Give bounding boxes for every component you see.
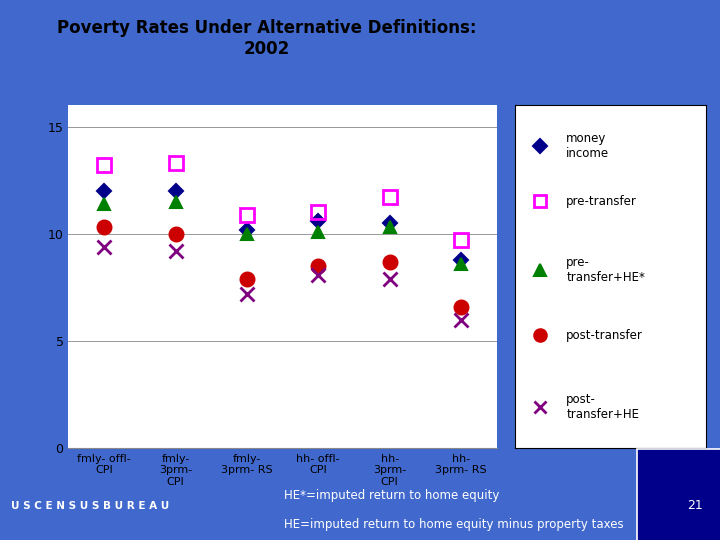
Text: post-
transfer+HE: post- transfer+HE — [567, 393, 639, 421]
Text: money
income: money income — [567, 132, 609, 160]
Text: 2002: 2002 — [243, 40, 289, 58]
Text: 21: 21 — [687, 500, 703, 512]
Text: Poverty Rates Under Alternative Definitions:: Poverty Rates Under Alternative Definiti… — [57, 19, 476, 37]
Text: U S C E N S U S B U R E A U: U S C E N S U S B U R E A U — [11, 501, 169, 511]
Text: post-transfer: post-transfer — [567, 328, 643, 341]
Text: pre-
transfer+HE*: pre- transfer+HE* — [567, 256, 645, 284]
Text: HE=imputed return to home equity minus property taxes: HE=imputed return to home equity minus p… — [284, 518, 624, 531]
Text: HE*=imputed return to home equity: HE*=imputed return to home equity — [284, 489, 500, 502]
Text: pre-transfer: pre-transfer — [567, 195, 637, 208]
